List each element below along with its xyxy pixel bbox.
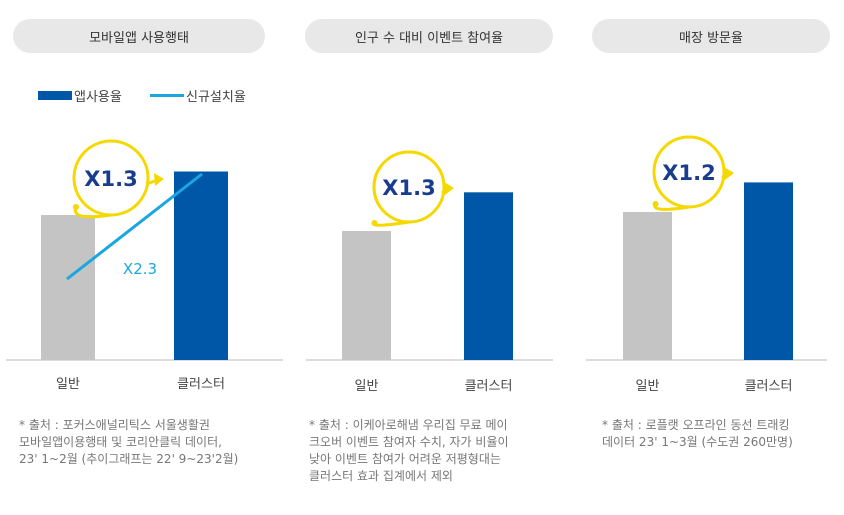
install-rate-line [66, 172, 203, 281]
multiplier-label: X1.3 [84, 167, 137, 191]
category-label: 클러스터 [465, 379, 513, 394]
source-note-event-participation: * 출처 : 이케아로해냄 우리집 무료 메이 크오버 이벤트 참여자 수치, … [309, 418, 509, 483]
multiplier-arrow-start [371, 220, 378, 226]
multiplier-arrowhead [154, 173, 164, 186]
multiplier-arrowhead [724, 167, 734, 180]
legend-label-app-usage: 앱사용율 [74, 90, 122, 105]
category-label: 클러스터 [745, 379, 793, 394]
bar-cluster [464, 192, 513, 360]
category-label: 클러스터 [177, 377, 225, 392]
multiplier-circle [72, 139, 150, 217]
chart-title-store-visit: 매장 방문율 [592, 19, 830, 53]
bar-general [342, 231, 391, 360]
bar-cluster [744, 182, 793, 360]
legend-swatch-bar [38, 91, 72, 100]
multiplier-circle [372, 150, 446, 224]
multiplier-arrow-start [652, 201, 659, 207]
multiplier-arrow-start [73, 204, 79, 210]
multiplier-circle [652, 135, 726, 209]
multiplier-arrowhead [444, 182, 454, 195]
category-label: 일반 [355, 379, 379, 394]
source-note-app-usage: * 출처 : 포커스애널리틱스 서울생활권 모바일앱이용행태 및 코리안클릭 데… [19, 418, 239, 466]
chart-title-event-participation: 인구 수 대비 이벤트 참여율 [305, 19, 553, 53]
bar-cluster [174, 171, 228, 360]
bar-general [41, 215, 95, 360]
multiplier-label: X1.2 [662, 161, 715, 185]
legend-swatch-line [150, 94, 184, 97]
install-rate-label: X2.3 [123, 260, 157, 278]
source-note-store-visit: * 출처 : 로플랫 오프라인 동선 트래킹 데이터 23' 1~3월 (수도권… [602, 418, 793, 449]
legend-label-install-rate: 신규설치율 [186, 90, 246, 105]
category-label: 일반 [636, 379, 660, 394]
chart-title-app-usage: 모바일앱 사용행태 [13, 19, 265, 53]
multiplier-label: X1.3 [382, 176, 435, 200]
category-label: 일반 [56, 377, 80, 392]
bar-general [623, 212, 672, 360]
